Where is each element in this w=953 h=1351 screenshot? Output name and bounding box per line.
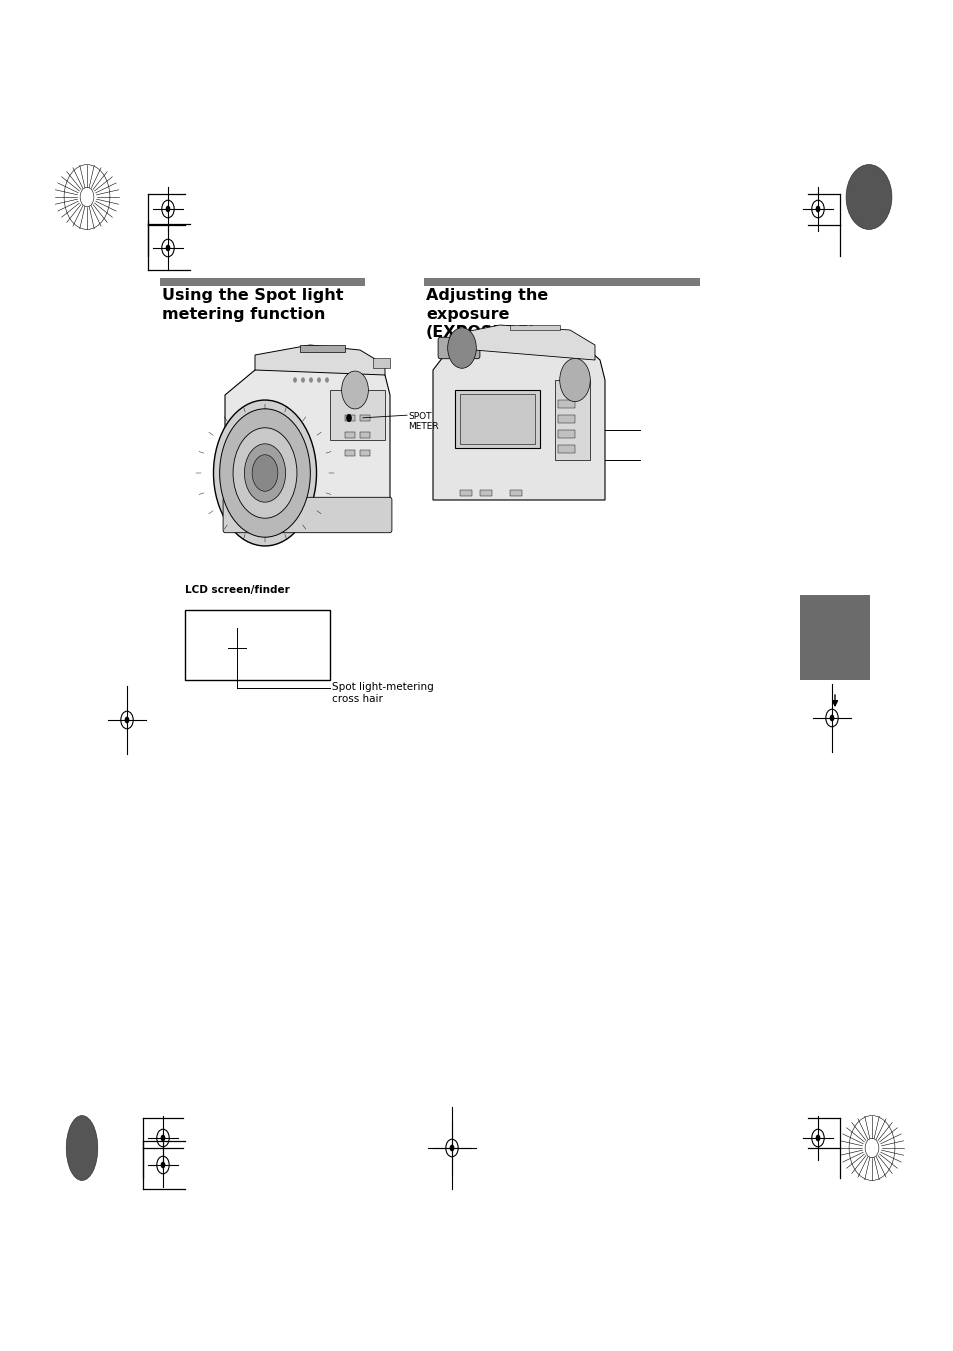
Bar — [510, 490, 521, 496]
Circle shape — [160, 1162, 165, 1169]
Bar — [359, 450, 370, 457]
Circle shape — [829, 715, 834, 721]
Bar — [510, 326, 559, 330]
Bar — [345, 450, 355, 457]
Circle shape — [346, 413, 352, 422]
Bar — [160, 278, 365, 286]
Ellipse shape — [66, 1116, 97, 1181]
Bar — [800, 594, 869, 680]
Text: Adjusting the
exposure
(EXPOSURE): Adjusting the exposure (EXPOSURE) — [426, 288, 548, 340]
Bar — [373, 358, 390, 367]
Circle shape — [449, 1144, 454, 1151]
Bar — [455, 390, 539, 449]
Circle shape — [125, 716, 130, 723]
Bar — [558, 415, 575, 423]
Circle shape — [341, 372, 368, 409]
Text: Using the Spot light
metering function: Using the Spot light metering function — [162, 288, 343, 322]
Bar — [558, 444, 575, 453]
Bar — [299, 345, 345, 353]
Text: Spot light-metering
cross hair: Spot light-metering cross hair — [332, 682, 434, 704]
Circle shape — [316, 377, 320, 382]
Text: LCD screen/finder: LCD screen/finder — [185, 585, 290, 594]
Bar — [345, 432, 355, 438]
Circle shape — [166, 205, 171, 212]
Circle shape — [845, 165, 891, 230]
Circle shape — [815, 1135, 820, 1142]
Circle shape — [233, 428, 296, 519]
Circle shape — [244, 444, 285, 503]
Bar — [558, 430, 575, 438]
Circle shape — [447, 328, 476, 369]
Circle shape — [160, 1135, 165, 1142]
Circle shape — [213, 400, 316, 546]
Circle shape — [166, 245, 171, 251]
Circle shape — [293, 377, 296, 382]
Circle shape — [325, 377, 329, 382]
Bar — [185, 611, 330, 680]
Circle shape — [309, 377, 313, 382]
FancyBboxPatch shape — [437, 338, 479, 359]
Bar — [558, 400, 575, 408]
Polygon shape — [450, 326, 595, 359]
Circle shape — [301, 377, 305, 382]
Bar — [459, 490, 472, 496]
Bar — [330, 390, 385, 440]
Bar — [479, 490, 492, 496]
Bar — [459, 394, 535, 444]
Bar — [359, 415, 370, 422]
Bar — [359, 432, 370, 438]
Polygon shape — [433, 340, 604, 500]
Text: SPOT
METER: SPOT METER — [408, 412, 438, 431]
Bar — [345, 415, 355, 422]
Circle shape — [815, 205, 820, 212]
Polygon shape — [225, 359, 390, 530]
FancyBboxPatch shape — [223, 497, 392, 532]
Circle shape — [219, 409, 310, 538]
Circle shape — [252, 455, 277, 492]
Circle shape — [559, 358, 590, 401]
Polygon shape — [254, 345, 385, 376]
Bar — [423, 278, 700, 286]
Bar — [555, 380, 589, 459]
